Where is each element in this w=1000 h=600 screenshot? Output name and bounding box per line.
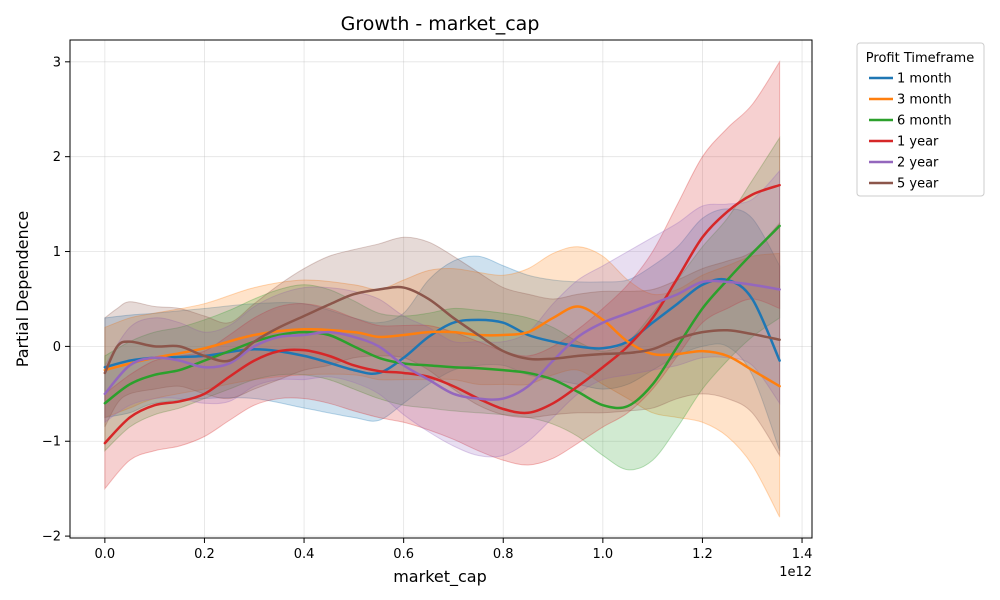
x-tick-label: 0.8 <box>493 547 514 562</box>
chart-title: Growth - market_cap <box>341 13 540 35</box>
band-2-year <box>104 169 781 458</box>
y-tick-label: 1 <box>53 245 61 260</box>
legend-items: 1 month 3 month 6 month 1 year 2 year 5 year <box>869 72 952 192</box>
y-tick-label: −2 <box>42 530 61 545</box>
y-tick-label: 3 <box>53 55 61 70</box>
legend-title: Profit Timeframe <box>866 51 974 66</box>
series-lines <box>103 183 781 445</box>
series-line-6-month <box>103 224 781 410</box>
series-line-3-month <box>103 305 781 388</box>
x-tick-label: 0.4 <box>294 547 315 562</box>
band-5-year <box>104 221 781 458</box>
series-line-5-year <box>103 285 781 375</box>
y-tick-label: 0 <box>53 340 61 355</box>
grid <box>70 40 812 538</box>
legend-label-5-year: 5 year <box>897 177 939 192</box>
series-line-2-year <box>103 279 781 401</box>
x-tick-label: 0.2 <box>194 547 215 562</box>
band-1-year <box>104 60 781 491</box>
legend-label-1-year: 1 year <box>897 135 939 150</box>
confidence-bands <box>104 60 781 518</box>
x-axis-label: market_cap <box>393 567 487 587</box>
x-tick-label: 1.2 <box>692 547 713 562</box>
y-axis-label: Partial Dependence <box>13 211 32 367</box>
legend-box <box>856 42 985 197</box>
y-axis-ticks: −2 −1 0 1 2 3 <box>42 55 70 545</box>
band-6-month <box>104 135 781 471</box>
x-tick-label: 0.6 <box>393 547 414 562</box>
legend-label-1-month: 1 month <box>897 72 952 87</box>
y-tick-label: 2 <box>53 150 61 165</box>
x-tick-label: 0.0 <box>95 547 116 562</box>
band-1-month <box>104 208 781 451</box>
band-3-month <box>104 246 781 518</box>
y-tick-label: −1 <box>42 435 61 450</box>
x-axis-offset-label: 1e12 <box>779 565 812 580</box>
x-tick-label: 1.0 <box>593 547 614 562</box>
legend-label-2-year: 2 year <box>897 156 939 171</box>
legend-label-6-month: 6 month <box>897 114 952 129</box>
legend-label-3-month: 3 month <box>897 93 952 108</box>
plot-frame <box>69 39 813 539</box>
x-tick-label: 1.4 <box>792 547 813 562</box>
x-axis-ticks: 0.0 0.2 0.4 0.6 0.8 1.0 1.2 1.4 <box>95 538 813 562</box>
